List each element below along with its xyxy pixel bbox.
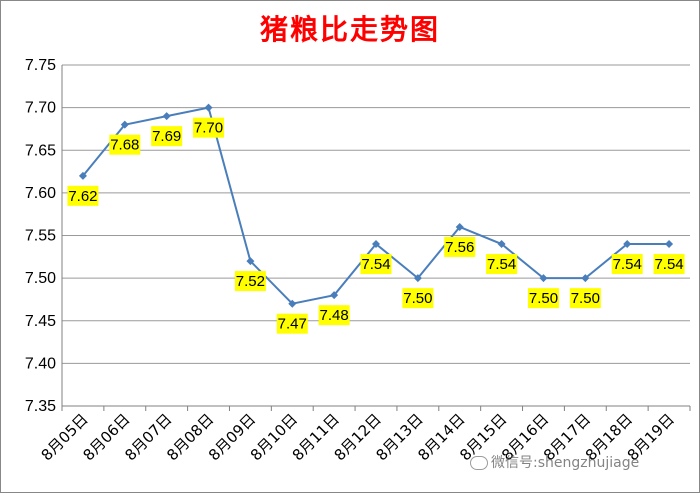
data-label-box — [527, 288, 559, 309]
data-label: 7.50 — [571, 290, 600, 307]
watermark-text: 微信号:shengzhujiage — [491, 455, 640, 471]
data-point — [665, 240, 674, 249]
wechat-icon — [470, 456, 488, 470]
data-label: 7.54 — [361, 256, 390, 273]
data-point — [288, 299, 297, 308]
data-label-box — [360, 254, 392, 275]
data-label: 7.70 — [194, 120, 223, 137]
y-tick-label: 7.55 — [25, 228, 56, 245]
data-label: 7.48 — [320, 307, 349, 324]
data-point — [581, 274, 590, 283]
data-point — [497, 240, 506, 249]
data-label: 7.56 — [445, 239, 474, 256]
data-label-box — [653, 254, 685, 275]
data-label: 7.52 — [236, 273, 265, 290]
y-tick-label: 7.35 — [25, 398, 56, 415]
data-label: 7.54 — [487, 256, 516, 273]
data-point — [246, 257, 255, 266]
y-tick-label: 7.70 — [25, 100, 56, 117]
data-label-box — [444, 236, 476, 257]
watermark: 微信号:shengzhujiage — [470, 452, 639, 472]
y-tick-label: 7.40 — [25, 355, 56, 372]
data-label: 7.68 — [110, 137, 139, 154]
data-label-box — [151, 126, 183, 147]
data-label: 7.54 — [654, 256, 683, 273]
y-tick-label: 7.60 — [25, 185, 56, 202]
data-label-box — [318, 305, 350, 326]
y-tick-label: 7.65 — [25, 142, 56, 159]
data-label: 7.50 — [529, 290, 558, 307]
data-point — [455, 222, 464, 231]
data-label-box — [486, 254, 518, 275]
data-label-box — [569, 288, 601, 309]
y-tick-label: 7.50 — [25, 270, 56, 287]
data-point — [78, 171, 87, 180]
data-label-box — [234, 271, 266, 292]
data-point — [330, 291, 339, 300]
data-label-box — [193, 117, 225, 138]
data-label: 7.54 — [613, 256, 642, 273]
data-label: 7.47 — [278, 316, 307, 333]
data-point — [372, 240, 380, 249]
data-point — [120, 120, 129, 129]
data-point — [539, 274, 548, 283]
data-label-box — [611, 254, 643, 275]
data-label-box — [402, 288, 434, 309]
data-label-box — [109, 134, 141, 155]
y-tick-label: 7.75 — [25, 57, 56, 74]
data-label: 7.62 — [68, 188, 97, 205]
data-label: 7.50 — [403, 290, 432, 307]
data-label: 7.69 — [152, 128, 181, 145]
y-tick-label: 7.45 — [25, 313, 56, 330]
data-label-box — [276, 313, 308, 334]
data-point — [204, 103, 213, 112]
data-point — [413, 274, 422, 283]
data-label-box — [67, 185, 99, 206]
data-point — [162, 112, 171, 121]
data-point — [623, 240, 632, 249]
chart-title: 猪粮比走势图 — [259, 13, 440, 46]
